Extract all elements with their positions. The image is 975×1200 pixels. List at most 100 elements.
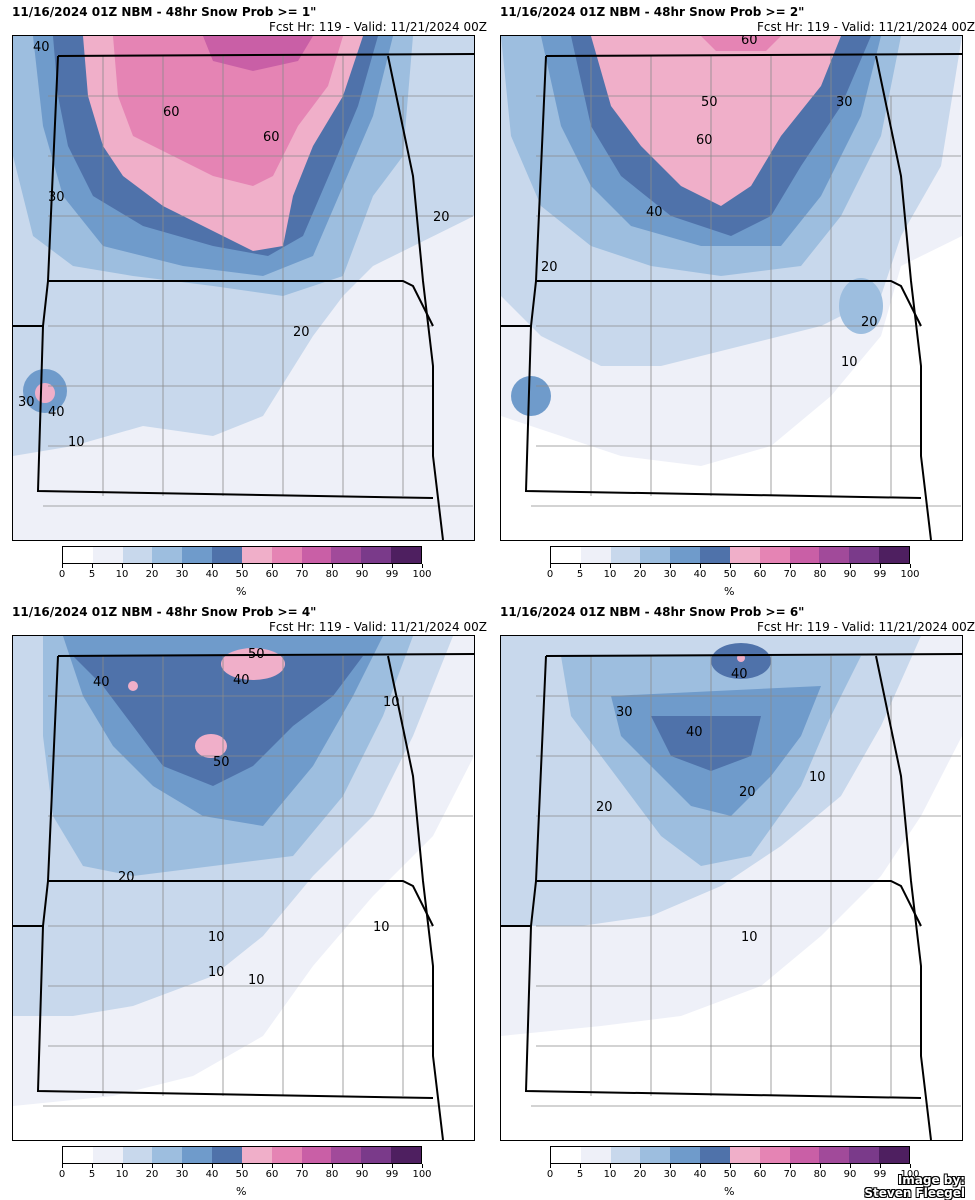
map-canvas: 40 60 60 30 20 20 30 40 10	[13, 36, 474, 540]
colorbar-tick-label: 90	[843, 569, 857, 580]
colorbar-ticks: 0 5 10 20 30 40 50 60 70 80 90 99 100	[58, 1164, 432, 1194]
colorbar-tick-label: 100	[412, 1169, 432, 1180]
colorbar-tick-label: 90	[355, 569, 369, 580]
colorbar-tick-label: 10	[603, 1169, 617, 1180]
colorbar-swatch	[241, 1147, 272, 1163]
colorbar-tick-label: 20	[633, 569, 647, 580]
colorbar-swatch	[849, 1147, 880, 1163]
contour-label: 40	[48, 405, 65, 420]
colorbar-ticks: 0 5 10 20 30 40 50 60 70 80 90 99 100	[546, 1164, 920, 1194]
colorbar-tick	[820, 564, 821, 568]
colorbar-tick-label: 40	[693, 569, 707, 580]
panel-4in: 11/16/2024 01Z NBM - 48hr Snow Prob >= 4…	[12, 605, 487, 1198]
colorbar-tick-label: 10	[603, 569, 617, 580]
map-canvas: 50 60 40 30 20 20 10 60	[501, 36, 962, 540]
contour-label: 10	[841, 355, 858, 370]
colorbar-tick-label: 30	[175, 569, 189, 580]
colorbar-tick	[392, 564, 393, 568]
colorbar-tick	[730, 564, 731, 568]
colorbar-tick	[880, 564, 881, 568]
colorbar-tick-label: 5	[576, 569, 584, 580]
colorbar-tick-label: 50	[723, 569, 737, 580]
colorbar-tick	[92, 564, 93, 568]
colorbar-tick-label: 99	[385, 1169, 399, 1180]
contour-label: 50	[248, 647, 265, 662]
colorbar-tick	[272, 564, 273, 568]
colorbar-swatch	[182, 1147, 213, 1163]
colorbar-tick-label: 80	[813, 569, 827, 580]
contour-label: 10	[208, 930, 225, 945]
colorbar-tick	[640, 1164, 641, 1168]
colorbar-tick-label: 40	[693, 1169, 707, 1180]
panel-title: 11/16/2024 01Z NBM - 48hr Snow Prob >= 6…	[500, 605, 805, 619]
contour-label: 20	[293, 325, 310, 340]
contour-label: 20	[739, 785, 756, 800]
colorbar-swatch	[122, 547, 153, 563]
colorbar-swatch	[610, 547, 641, 563]
colorbar-tick	[760, 1164, 761, 1168]
panel-subtitle: Fcst Hr: 119 - Valid: 11/21/2024 00Z	[757, 20, 975, 34]
contour-label: 10	[373, 920, 390, 935]
colorbar-tick	[790, 564, 791, 568]
colorbar-tick-label: 99	[873, 569, 887, 580]
colorbar	[550, 546, 910, 564]
contour-label: 60	[696, 133, 713, 148]
contour-label: 60	[163, 105, 180, 120]
colorbar-tick-label: 20	[145, 1169, 159, 1180]
colorbar-swatch	[241, 547, 272, 563]
colorbar-tick	[820, 1164, 821, 1168]
panel-6in: 11/16/2024 01Z NBM - 48hr Snow Prob >= 6…	[500, 605, 975, 1198]
colorbar-tick	[880, 1164, 881, 1168]
colorbar-tick	[550, 564, 551, 568]
colorbar-swatch	[271, 547, 302, 563]
contour-label: 30	[18, 395, 35, 410]
colorbar-tick-label: 70	[295, 569, 309, 580]
colorbar-swatch	[212, 547, 242, 563]
colorbar-swatch	[551, 1147, 581, 1163]
contour-label: 60	[741, 36, 758, 48]
colorbar-tick	[422, 1164, 423, 1168]
contour-label: 40	[33, 40, 50, 55]
map-canvas: 40 50 40 50 10 20 10 10 10 10	[13, 636, 474, 1140]
colorbar-tick-label: 5	[576, 1169, 584, 1180]
contour-label: 40	[731, 667, 748, 682]
colorbar-swatch	[92, 1147, 123, 1163]
colorbar-unit: %	[724, 1185, 735, 1198]
colorbar-swatch	[391, 1147, 421, 1163]
panel-2in: 11/16/2024 01Z NBM - 48hr Snow Prob >= 2…	[500, 5, 975, 598]
colorbar-swatch	[879, 547, 909, 563]
colorbar-swatch	[152, 547, 183, 563]
colorbar-swatch	[670, 547, 701, 563]
panel-subtitle: Fcst Hr: 119 - Valid: 11/21/2024 00Z	[757, 620, 975, 634]
contour-label: 60	[263, 130, 280, 145]
colorbar-tick	[422, 564, 423, 568]
colorbar-tick	[62, 1164, 63, 1168]
colorbar-swatch	[122, 1147, 153, 1163]
colorbar-swatch	[92, 547, 123, 563]
colorbar-tick	[790, 1164, 791, 1168]
colorbar-tick-label: 10	[115, 1169, 129, 1180]
colorbar-swatch	[700, 547, 730, 563]
colorbar-tick-label: 50	[235, 1169, 249, 1180]
colorbar-tick-label: 100	[900, 569, 920, 580]
colorbar-swatch	[640, 1147, 671, 1163]
contour-label: 20	[541, 260, 558, 275]
panel-title: 11/16/2024 01Z NBM - 48hr Snow Prob >= 1…	[12, 5, 317, 19]
colorbar-tick-label: 0	[546, 1169, 554, 1180]
colorbar-tick	[700, 1164, 701, 1168]
colorbar-tick-label: 10	[115, 569, 129, 580]
colorbar-swatch	[640, 547, 671, 563]
colorbar-tick-label: 100	[412, 569, 432, 580]
colorbar-tick-label: 0	[58, 1169, 66, 1180]
colorbar-tick	[212, 564, 213, 568]
colorbar-tick-label: 80	[813, 1169, 827, 1180]
contour-label: 30	[616, 705, 633, 720]
map-canvas: 40 30 40 20 20 10 10	[501, 636, 962, 1140]
panel-subtitle: Fcst Hr: 119 - Valid: 11/21/2024 00Z	[269, 20, 487, 34]
colorbar-unit: %	[236, 585, 247, 598]
colorbar-swatch	[391, 547, 421, 563]
contour-label: 20	[118, 870, 135, 885]
colorbar-swatch	[212, 1147, 242, 1163]
colorbar-tick-label: 40	[205, 569, 219, 580]
colorbar-tick-label: 0	[58, 569, 66, 580]
